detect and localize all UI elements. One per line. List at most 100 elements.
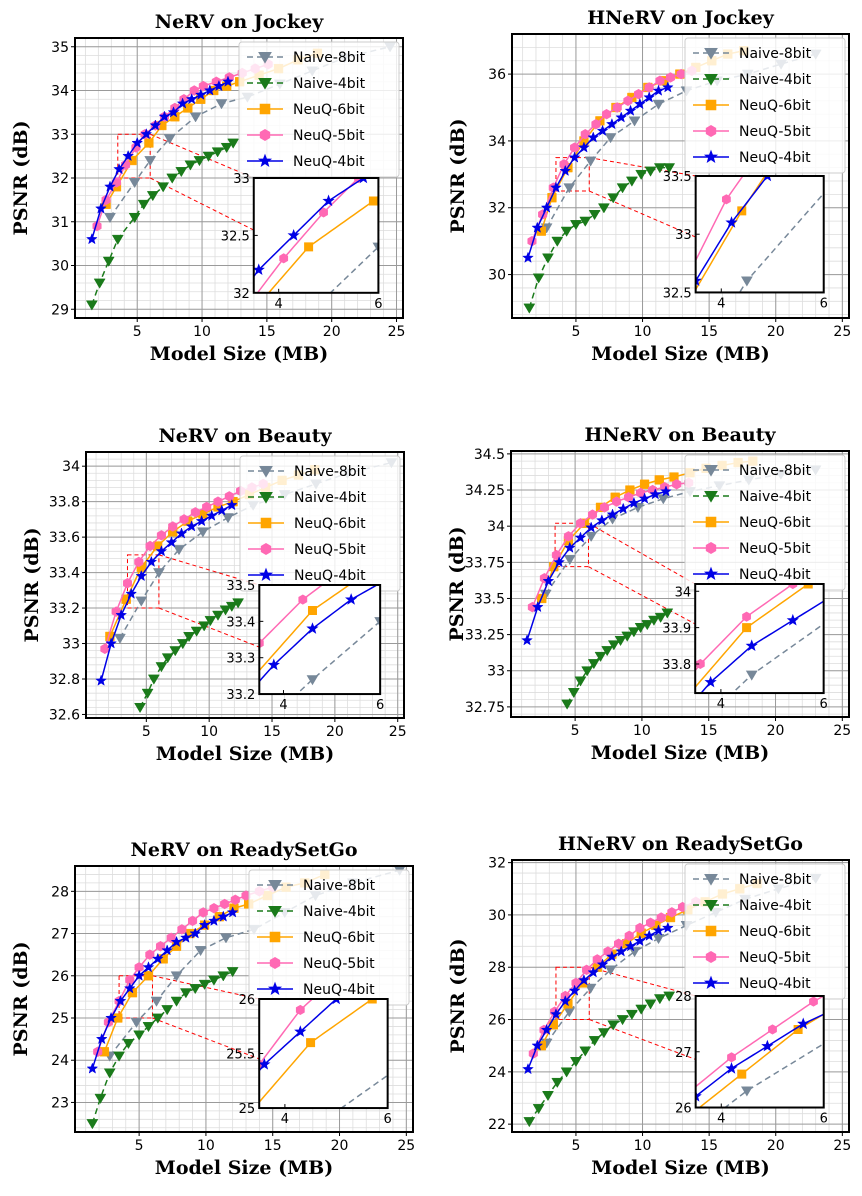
data-point: [661, 81, 674, 93]
y-tick-label: 33.25: [465, 628, 505, 644]
y-tick-label: 33.2: [49, 601, 80, 617]
data-point: [226, 967, 239, 978]
inset-data-point: [695, 658, 705, 670]
inset-data-point: [372, 242, 379, 253]
data-point: [605, 117, 618, 130]
inset-data-point: [745, 670, 758, 681]
data-point: [601, 646, 614, 657]
series-line-neuq-4bit: [91, 81, 229, 240]
data-point: [220, 143, 233, 154]
data-point: [641, 620, 654, 631]
legend-marker: [259, 129, 271, 141]
data-point: [587, 659, 600, 670]
data-point: [189, 112, 202, 123]
inset-data-point: [742, 623, 752, 633]
inset-series-line: [259, 585, 379, 683]
data-point: [158, 110, 171, 122]
y-tick-label: 28: [488, 960, 506, 976]
legend-marker: [269, 931, 281, 943]
data-point: [522, 1063, 534, 1075]
inset-y-tick-label: 27: [675, 1046, 692, 1061]
x-tick-label: 25: [833, 324, 851, 340]
y-tick-label: 36: [488, 67, 506, 83]
data-point: [142, 1022, 155, 1033]
inset-data-point: [304, 242, 314, 252]
x-tick-label: 5: [133, 324, 142, 340]
data-point: [587, 509, 598, 520]
inset-series-line: [700, 600, 824, 694]
data-point: [177, 924, 187, 935]
data-point: [152, 568, 165, 579]
inset-x-tick-label: 6: [376, 698, 384, 713]
data-point: [532, 273, 545, 284]
data-point: [559, 164, 572, 177]
data-point: [563, 555, 576, 566]
x-axis-label: Model Size (MB): [591, 742, 769, 764]
inset-data-point: [742, 611, 751, 622]
inset-series-line: [295, 620, 381, 695]
data-point: [595, 514, 608, 526]
inset-data-point: [279, 253, 289, 264]
y-axis-label: PSNR (dB): [10, 120, 32, 235]
tick-labels: 5 10 15 20 25 23 24 25 26 27 28: [51, 884, 415, 1154]
data-point: [170, 971, 183, 982]
inset-frame: [258, 584, 382, 696]
chart-panel-1: 5 10 15 20 25 29 30 31 32 33 34 35 NeRV on Jockey Mod…: [10, 11, 406, 365]
data-point: [635, 1004, 648, 1015]
legend: Naive-8bit Naive-4bit NeuQ-6bit NeuQ-5bit Ne…: [684, 454, 846, 591]
inset-data-point: [267, 658, 280, 671]
data-point: [208, 914, 220, 926]
data-point: [584, 983, 597, 994]
data-point: [661, 921, 674, 934]
chart-title: NeRV on Jockey: [155, 11, 325, 33]
legend-entry: Naive-8bit: [739, 463, 812, 479]
data-point: [603, 946, 613, 957]
data-point: [540, 1023, 553, 1036]
y-tick-label: 33.6: [49, 530, 80, 546]
inset-x-tick-label: 4: [717, 697, 725, 712]
data-point: [170, 935, 183, 948]
data-point: [145, 949, 155, 960]
data-point: [644, 166, 657, 177]
inset-data-point: [359, 178, 368, 184]
data-point: [134, 556, 144, 568]
x-tick-label: 20: [767, 723, 785, 739]
legend-marker: [260, 543, 272, 555]
inset-series: [259, 999, 388, 1109]
inset-y-tick-label: 32.5: [663, 286, 692, 301]
inset-series: [695, 176, 824, 293]
data-point: [661, 608, 674, 619]
inset-y-tick-label: 25: [239, 1102, 256, 1117]
series-line-neuq-5bit: [532, 901, 697, 1054]
data-point: [213, 496, 223, 507]
y-tick-label: 32.8: [49, 672, 80, 688]
x-axis-label: Model Size (MB): [156, 743, 334, 765]
x-tick-label: 25: [388, 324, 406, 340]
x-tick-label: 10: [200, 724, 218, 740]
zoom-inset: 4 6 25 25.5 26: [226, 993, 392, 1127]
legend-entry: Naive-4bit: [294, 490, 367, 506]
legend-marker: [703, 566, 719, 581]
data-point: [676, 68, 686, 80]
legend-marker: [260, 517, 272, 529]
data-point: [635, 169, 648, 181]
data-point: [574, 676, 587, 687]
data-point: [140, 128, 153, 140]
data-point: [606, 508, 619, 520]
series-line-naive-4bit: [139, 602, 239, 708]
inset-y-tick-label: 33.5: [226, 579, 255, 594]
data-point: [570, 142, 580, 153]
inset-series-line: [695, 584, 795, 672]
data-point: [168, 521, 178, 532]
legend-marker: [704, 465, 718, 477]
inset-data-point: [307, 605, 317, 615]
legend-entry: Naive-8bit: [293, 50, 366, 66]
data-point: [225, 601, 238, 612]
legend-entry: NeuQ-6bit: [303, 930, 375, 946]
x-axis-label: Model Size (MB): [591, 343, 769, 365]
legend-entry: Naive-4bit: [293, 76, 366, 92]
legend-entry: Naive-4bit: [739, 898, 812, 914]
data-point: [569, 220, 582, 231]
data-point: [635, 922, 645, 934]
inset-background: [695, 584, 824, 694]
